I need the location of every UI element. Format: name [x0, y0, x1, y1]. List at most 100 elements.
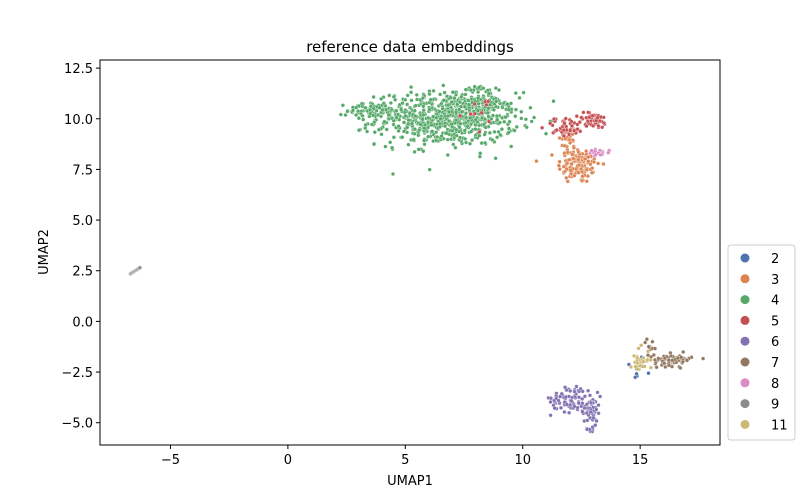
scatter-point — [591, 415, 596, 420]
scatter-point — [371, 113, 376, 118]
legend-marker-3 — [740, 274, 750, 284]
scatter-point — [384, 127, 389, 132]
scatter-point — [633, 364, 638, 369]
scatter-point — [576, 149, 581, 154]
legend-marker-6 — [740, 336, 750, 346]
scatter-point — [421, 149, 426, 154]
scatter-point — [409, 121, 415, 126]
scatter-point — [590, 166, 595, 171]
scatter-point — [467, 141, 473, 146]
scatter-point — [409, 98, 414, 103]
scatter-point — [558, 394, 563, 399]
series-6-points — [546, 384, 603, 434]
scatter-point — [584, 410, 589, 416]
scatter-point — [434, 115, 439, 120]
scatter-point — [564, 402, 569, 407]
scatter-point — [406, 142, 411, 147]
scatter-point — [451, 142, 456, 147]
scatter-point — [594, 418, 599, 424]
scatter-point — [568, 388, 573, 394]
scatter-point — [438, 121, 443, 126]
scatter-point — [570, 152, 575, 157]
scatter-point — [496, 129, 501, 134]
y-tick-label: −5.0 — [61, 417, 93, 432]
scatter-point — [569, 123, 575, 128]
scatter-point — [594, 407, 599, 412]
scatter-point — [360, 113, 365, 118]
scatter-point — [390, 171, 396, 177]
scatter-point — [391, 135, 396, 140]
scatter-point — [567, 410, 572, 415]
scatter-point — [675, 356, 680, 361]
scatter-point — [421, 112, 426, 117]
scatter-point — [595, 390, 600, 395]
scatter-point — [473, 122, 478, 127]
scatter-point — [445, 152, 450, 158]
scatter-point — [596, 403, 601, 408]
scatter-point — [468, 88, 473, 93]
scatter-point — [442, 90, 447, 95]
scatter-point — [445, 103, 451, 108]
scatter-point — [598, 152, 603, 157]
scatter-point — [593, 149, 598, 154]
scatter-point — [426, 134, 431, 139]
scatter-point — [512, 128, 517, 133]
scatter-point — [453, 145, 458, 150]
scatter-point — [434, 138, 439, 143]
scatter-point — [439, 133, 444, 139]
scatter-point — [561, 164, 566, 169]
scatter-point — [568, 140, 573, 145]
scatter-point — [645, 349, 651, 354]
scatter-point — [561, 133, 567, 139]
scatter-point — [434, 130, 439, 135]
y-tick-label: 5.0 — [72, 214, 93, 229]
scatter-point — [371, 106, 376, 111]
scatter-point — [413, 114, 418, 119]
scatter-point — [585, 119, 590, 124]
scatter-point — [591, 159, 597, 165]
scatter-point — [478, 151, 483, 156]
x-axis-ticks: −5 0 5 10 15 — [161, 445, 648, 468]
scatter-point — [359, 101, 364, 106]
scatter-point — [396, 128, 401, 133]
scatter-point — [477, 85, 482, 90]
scatter-point — [556, 398, 561, 403]
legend-marker-9 — [740, 399, 750, 409]
scatter-point — [562, 151, 567, 156]
scatter-point — [580, 396, 585, 401]
scatter-point — [399, 107, 404, 112]
scatter-point — [412, 149, 417, 154]
scatter-point — [418, 97, 423, 102]
scatter-point — [426, 115, 431, 120]
scatter-point — [445, 114, 450, 119]
scatter-point — [403, 97, 408, 102]
scatter-point — [356, 116, 361, 121]
scatter-point — [457, 135, 463, 140]
legend-label-2: 2 — [771, 252, 779, 267]
scatter-point — [429, 122, 434, 128]
scatter-point — [564, 175, 569, 180]
legend-label-5: 5 — [771, 314, 779, 329]
scatter-point — [407, 111, 412, 116]
scatter-point — [574, 114, 579, 119]
scatter-point — [483, 125, 488, 130]
scatter-point — [445, 137, 450, 142]
scatter-point — [435, 134, 440, 140]
legend: 2 3 4 5 6 7 8 9 11 — [727, 244, 796, 441]
scatter-point — [662, 356, 667, 361]
series-8-points — [588, 147, 612, 159]
scatter-point — [505, 102, 510, 107]
scatter-point — [552, 406, 557, 411]
scatter-point — [438, 92, 443, 97]
x-tick-label: 10 — [514, 453, 531, 468]
scatter-point — [701, 356, 706, 361]
scatter-point — [394, 108, 399, 113]
scatter-point — [506, 107, 511, 112]
scatter-point — [580, 174, 585, 179]
scatter-point — [548, 396, 553, 401]
scatter-point — [354, 112, 359, 118]
series-9-points — [128, 265, 142, 276]
scatter-point — [570, 138, 575, 143]
scatter-point — [422, 142, 427, 147]
